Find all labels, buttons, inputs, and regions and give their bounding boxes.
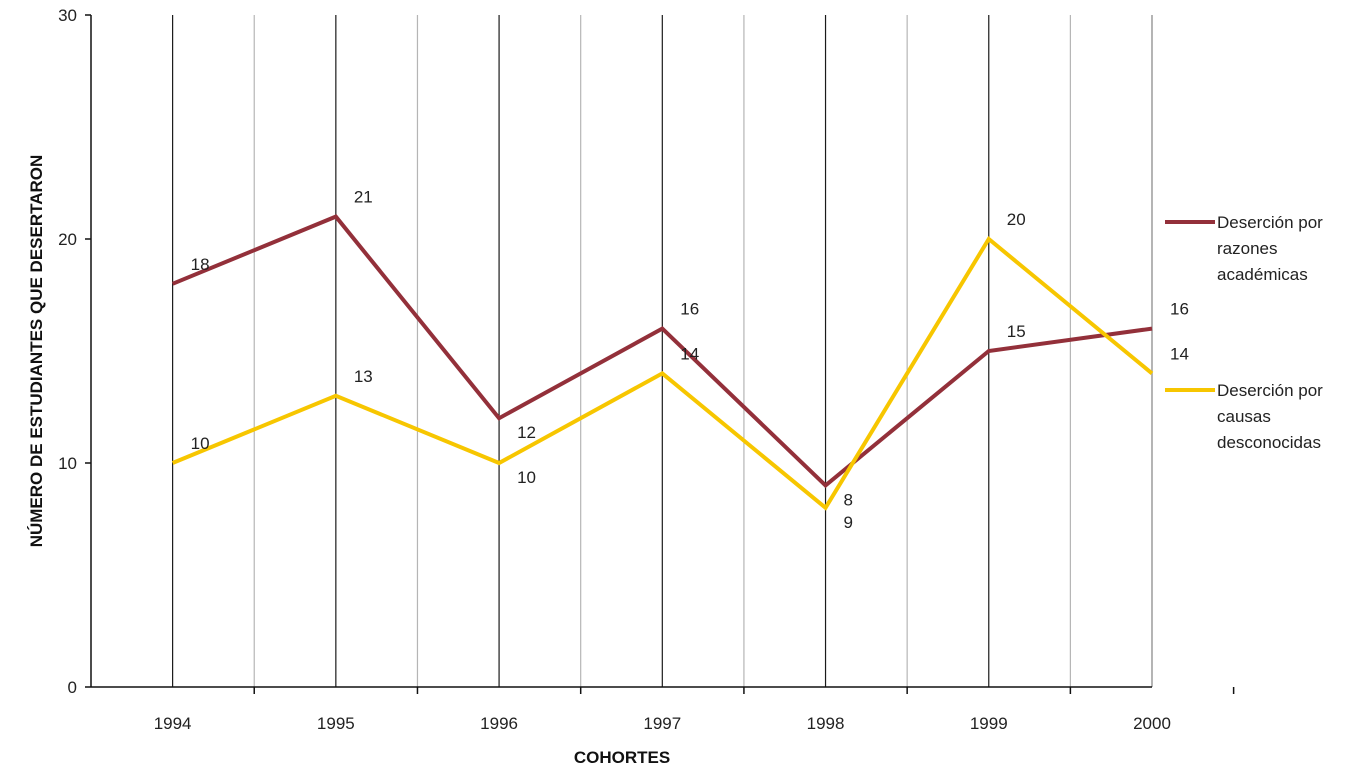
x-tick-label: 1998: [807, 714, 845, 733]
x-tick-label: 1999: [970, 714, 1008, 733]
data-label: 18: [191, 255, 210, 274]
data-labels: 18 21 12 16 8 15 16 10 13 10 14 9 20 14: [191, 188, 1189, 532]
legend-label-1: académicas: [1217, 265, 1308, 284]
data-label: 8: [844, 490, 853, 509]
gridlines: [172, 15, 1153, 687]
data-label: 12: [517, 423, 536, 442]
legend-label-2: causas: [1217, 407, 1271, 426]
x-tick-label: 1995: [317, 714, 355, 733]
y-tick-label: 30: [58, 6, 77, 25]
data-label: 16: [680, 300, 699, 319]
x-tick-label: 2000: [1133, 714, 1171, 733]
series-line-2: [171, 235, 1154, 511]
legend-label-1: razones: [1217, 239, 1277, 258]
data-label: 14: [680, 344, 699, 363]
data-label: 10: [191, 434, 210, 453]
data-label: 15: [1007, 322, 1026, 341]
x-tick-label: 1997: [643, 714, 681, 733]
legend-label-1: Deserción por: [1217, 213, 1323, 232]
data-label: 9: [844, 513, 853, 532]
x-axis-title: COHORTES: [574, 748, 670, 767]
axes: 0 10 20 30 1994 1995 1996 1997 1998 1999 2000: [58, 6, 1235, 733]
data-label: 16: [1170, 300, 1189, 319]
legend-label-2: Deserción por: [1217, 381, 1323, 400]
y-tick-label: 0: [68, 678, 77, 697]
x-tick-label: 1996: [480, 714, 518, 733]
data-label: 10: [517, 468, 536, 487]
y-axis-title: NÚMERO DE ESTUDIANTES QUE DESERTARON: [27, 155, 46, 548]
data-label: 13: [354, 367, 373, 386]
legend-label-2: desconocidas: [1217, 433, 1321, 452]
y-tick-label: 20: [58, 230, 77, 249]
series-line-1: [171, 214, 1153, 489]
series-lines: [171, 214, 1154, 511]
legend: Deserción por razones académicas Deserción …: [1165, 213, 1323, 452]
data-label: 20: [1007, 210, 1026, 229]
data-label: 21: [354, 188, 373, 207]
y-tick-label: 10: [58, 454, 77, 473]
x-tick-label: 1994: [154, 714, 192, 733]
data-label: 14: [1170, 344, 1189, 363]
